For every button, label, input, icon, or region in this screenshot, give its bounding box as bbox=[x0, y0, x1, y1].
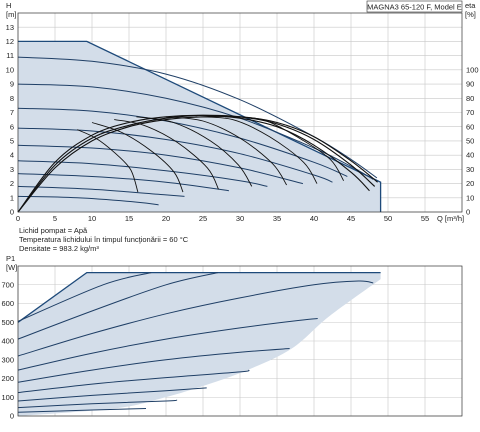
y2-tick-label: 30 bbox=[466, 165, 474, 174]
x-tick-label: 40 bbox=[310, 214, 318, 223]
efficiency-curve bbox=[17, 114, 370, 213]
power-y-tick-label: 200 bbox=[1, 374, 14, 383]
power-title: P1 bbox=[6, 254, 15, 263]
x-tick-label: 50 bbox=[384, 214, 392, 223]
top-frame bbox=[17, 12, 463, 213]
bottom-frame bbox=[17, 265, 463, 417]
info-line-fluid: Lichid pompat = Apă bbox=[19, 226, 88, 235]
head-curve bbox=[17, 127, 333, 183]
y-tick-label: 4 bbox=[10, 151, 14, 160]
power-curve bbox=[17, 318, 318, 371]
y2-tick-label: 20 bbox=[466, 179, 474, 188]
y2-tick-label: 0 bbox=[466, 208, 470, 217]
x-tick-label: 20 bbox=[162, 214, 170, 223]
y-tick-label: 13 bbox=[6, 23, 14, 32]
y-tick-label: 5 bbox=[10, 137, 14, 146]
power-y-tick-label: 700 bbox=[1, 280, 14, 289]
y2-tick-label: 50 bbox=[466, 137, 474, 146]
head-curve bbox=[17, 144, 304, 185]
power-y-axis-label: [W] bbox=[6, 263, 17, 272]
y-tick-label: 3 bbox=[10, 165, 14, 174]
y-tick-label: 11 bbox=[6, 51, 14, 60]
x-tick-label: 35 bbox=[273, 214, 281, 223]
power-y-tick-label: 600 bbox=[1, 299, 14, 308]
efficiency-arc bbox=[195, 116, 318, 184]
x-tick-label: 30 bbox=[236, 214, 244, 223]
power-operating-region bbox=[18, 272, 381, 416]
efficiency-arc bbox=[91, 122, 184, 193]
power-curve bbox=[17, 272, 152, 322]
y-tick-label: 1 bbox=[10, 193, 14, 202]
efficiency-arc bbox=[165, 116, 287, 186]
y2-tick-label: 100 bbox=[466, 65, 479, 74]
x-tick-label: 0 bbox=[16, 214, 20, 223]
info-line-density: Densitate = 983.2 kg/m³ bbox=[19, 244, 99, 253]
y2-tick-label: 90 bbox=[466, 80, 474, 89]
x-tick-label: 15 bbox=[125, 214, 133, 223]
y-axis-label-h: H bbox=[6, 1, 11, 10]
y2-tick-label: 80 bbox=[466, 94, 474, 103]
y-axis-label: [m] bbox=[6, 10, 16, 19]
head-operating-region bbox=[18, 41, 381, 213]
power-curve bbox=[17, 369, 250, 394]
x-tick-label: 10 bbox=[88, 214, 96, 223]
y-tick-label: 7 bbox=[10, 108, 14, 117]
y-tick-label: 0 bbox=[10, 208, 14, 217]
x-tick-label: 5 bbox=[53, 214, 57, 223]
efficiency-arc bbox=[114, 119, 219, 190]
info-line-temperature: Temperatura lichidului în timpul funcţio… bbox=[19, 235, 189, 244]
head-curve bbox=[17, 195, 159, 206]
y-tick-label: 6 bbox=[10, 122, 14, 131]
power-curve bbox=[17, 272, 218, 340]
power-curve bbox=[17, 408, 147, 413]
head-envelope-line bbox=[18, 40, 382, 212]
power-chart: 0 100 200 300 400 500 600 700 P1[W] bbox=[1, 254, 463, 421]
power-y-tick-label: 400 bbox=[1, 337, 14, 346]
power-curve bbox=[17, 348, 290, 383]
power-curve bbox=[17, 399, 178, 409]
power-y-tick-label: 0 bbox=[10, 412, 14, 421]
power-y-tick-label: 100 bbox=[1, 393, 14, 402]
x-axis-label: Q [m³/h] bbox=[437, 214, 464, 223]
y2-tick-label: 60 bbox=[466, 122, 474, 131]
head-curve bbox=[17, 56, 378, 179]
head-efficiency-chart: 0 5 10 15 20 25 30 35 40 45 50 55012345678910111213… bbox=[6, 1, 479, 223]
power-curve bbox=[17, 280, 374, 357]
y-tick-label: 2 bbox=[10, 179, 14, 188]
efficiency-arc bbox=[136, 116, 253, 187]
power-y-tick-label: 300 bbox=[1, 355, 14, 364]
power-curve bbox=[17, 387, 207, 402]
y-tick-label: 8 bbox=[10, 94, 14, 103]
efficiency-arc bbox=[77, 129, 139, 193]
power-envelope-line bbox=[17, 271, 381, 323]
power-y-tick-label: 500 bbox=[1, 318, 14, 327]
head-curve bbox=[17, 107, 348, 177]
model-label-box bbox=[366, 0, 463, 13]
x-tick-label: 55 bbox=[421, 214, 429, 223]
head-curve bbox=[17, 185, 185, 197]
y-tick-label: 12 bbox=[6, 37, 14, 46]
y2-axis-label: [%] bbox=[465, 10, 476, 19]
x-tick-label: 45 bbox=[347, 214, 355, 223]
model-label: MAGNA3 65-120 F, Model E bbox=[367, 3, 462, 12]
x-tick-label: 25 bbox=[199, 214, 207, 223]
y2-tick-label: 40 bbox=[466, 151, 474, 160]
y2-axis-label-name: eta bbox=[465, 1, 476, 10]
y2-tick-label: 70 bbox=[466, 108, 474, 117]
y-tick-label: 10 bbox=[6, 65, 14, 74]
y2-tick-label: 10 bbox=[466, 193, 474, 202]
efficiency-arc bbox=[225, 116, 344, 181]
y-tick-label: 9 bbox=[10, 80, 14, 89]
